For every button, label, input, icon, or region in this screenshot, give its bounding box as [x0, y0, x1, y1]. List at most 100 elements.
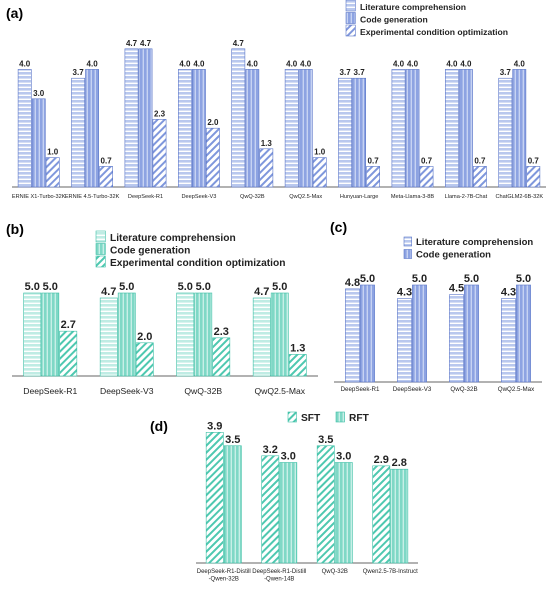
data-label: 4.7 [254, 286, 269, 298]
legend-label: Literature comprehension [360, 2, 466, 12]
data-label: 5.0 [43, 281, 58, 293]
data-label: 3.7 [500, 68, 512, 77]
bar-code-generation-qwq-32b [194, 292, 213, 377]
category-label: QwQ2.5-Max [498, 386, 535, 393]
bar-literature-comprehension-deepseek-v3 [178, 69, 192, 188]
bar-experimental-condition-optimization-deepseek-r1 [59, 330, 78, 377]
category-label: DeepSeek-R1 [23, 386, 77, 396]
legend-swatch [345, 0, 356, 12]
data-label: 4.0 [393, 59, 405, 68]
category-label: DeepSeek-R1-Distill -Qwen-32B [197, 569, 251, 583]
bar-code-generation-hunyuan-large [352, 77, 366, 188]
data-label: 4.5 [449, 283, 464, 295]
bar-literature-comprehension-qwq-32b [176, 292, 195, 377]
data-label: 4.8 [345, 277, 360, 289]
bar-code-generation-deepseek-r1 [360, 284, 375, 383]
legend-label: Literature comprehension [416, 237, 533, 248]
data-label: 3.7 [340, 68, 352, 77]
bar-code-generation-qwq-32b [464, 284, 479, 383]
bar-code-generation-deepseek-v3 [117, 292, 136, 377]
data-label: 4.0 [446, 59, 458, 68]
data-label: 3.0 [281, 451, 296, 463]
legend-swatch [95, 243, 106, 255]
category-label: Llama-2-7B-Chat [445, 194, 488, 200]
category-label: ERNIE X1-Turbo-32K [12, 194, 66, 200]
legend-swatch [403, 249, 412, 259]
data-label: 4.3 [501, 287, 516, 299]
panel-label-c: (c) [330, 219, 347, 235]
data-label: 3.5 [318, 434, 333, 446]
data-label: 4.0 [179, 59, 191, 68]
bar-rft-qwen2-5-7b-instruct [390, 468, 409, 564]
data-label: 2.0 [207, 118, 219, 127]
data-label: 4.0 [460, 59, 472, 68]
category-label: DeepSeek-V3 [393, 386, 432, 393]
data-label: 4.0 [247, 59, 259, 68]
legend-label: Literature comprehension [110, 233, 236, 244]
category-label: QwQ2.5-Max [289, 194, 322, 200]
data-label: 5.0 [272, 281, 287, 293]
panel-label-d: (d) [150, 418, 168, 434]
category-label: DeepSeek-V3 [100, 386, 154, 396]
category-label: DeepSeek-R1-Distill -Qwen-14B [252, 569, 306, 583]
data-label: 5.0 [25, 281, 40, 293]
legend-swatch [403, 236, 412, 247]
bar-sft-qwq-32b [316, 445, 335, 564]
bar-code-generation-llama-2-7b-chat [458, 69, 473, 188]
legend-swatch [345, 12, 356, 24]
bar-sft-qwen2-5-7b-instruct [372, 465, 391, 564]
bar-rft-qwq-32b [334, 462, 353, 564]
bar-experimental-condition-optimization-llama-2-7b-chat [472, 166, 487, 188]
legend-swatch [335, 411, 345, 423]
data-label: 4.0 [514, 59, 526, 68]
data-label: 2.9 [374, 454, 389, 466]
bar-experimental-condition-optimization-deepseek-r1 [152, 119, 167, 188]
data-label: 5.0 [516, 273, 531, 285]
data-label: 5.0 [178, 281, 193, 293]
bar-experimental-condition-optimization-qwq-32b [259, 148, 274, 188]
chart-c: 4.8 5.0DeepSeek-R14.35.0DeepSeek-V34.55.0… [334, 236, 542, 393]
data-label: 5.0 [464, 273, 479, 285]
bar-literature-comprehension-meta-llama-3-8b [391, 69, 406, 188]
data-label: 3.2 [263, 444, 278, 456]
category-label: QwQ-32B [240, 194, 265, 200]
bar-literature-comprehension-deepseek-v3 [397, 298, 412, 383]
bar-experimental-condition-optimization-ernie-x1-turbo-32k [45, 157, 60, 188]
bar-experimental-condition-optimization-hunyuan-large [366, 166, 380, 188]
data-label: 0.7 [528, 156, 540, 165]
bar-code-generation-deepseek-r1 [138, 48, 153, 188]
bar-rft-deepseek-r1-distill-qwen-14b [279, 462, 298, 564]
data-label: 2.3 [154, 109, 166, 118]
bar-literature-comprehension-qwq-32b [231, 48, 246, 188]
category-label: QwQ2.5-Max [254, 386, 305, 396]
legend-label: Experimental condition optimization [110, 258, 285, 269]
bar-literature-comprehension-deepseek-r1 [23, 292, 42, 377]
bar-code-generation-chatglm2-6b-32k [512, 69, 527, 188]
bar-experimental-condition-optimization-qwq2-5-max [288, 354, 307, 377]
data-label: 4.7 [126, 39, 138, 48]
data-label: 0.7 [101, 156, 113, 165]
data-label: 2.0 [137, 331, 152, 343]
data-label: 4.0 [407, 59, 419, 68]
legend-swatch [95, 230, 106, 243]
bar-experimental-condition-optimization-ernie-4-5-turbo-32k [99, 166, 113, 188]
panel-label-a: (a) [6, 5, 23, 21]
data-label: 5.0 [196, 281, 211, 293]
data-label: 0.7 [474, 156, 486, 165]
data-label: 3.7 [73, 68, 85, 77]
data-label: 4.7 [101, 286, 116, 298]
category-label: Hunyuan-Large [340, 194, 379, 200]
bar-literature-comprehension-hunyuan-large [338, 77, 352, 188]
bar-code-generation-deepseek-v3 [192, 69, 206, 188]
bar-code-generation-qwq2-5-max [270, 292, 289, 377]
bar-code-generation-qwq-32b [245, 69, 260, 188]
data-label: 1.0 [47, 148, 59, 157]
legend-label: RFT [349, 413, 370, 424]
legend-label: Code generation [110, 246, 190, 257]
data-label: 4.0 [87, 59, 99, 68]
bar-sft-deepseek-r1-distill-qwen-14b [261, 455, 280, 564]
